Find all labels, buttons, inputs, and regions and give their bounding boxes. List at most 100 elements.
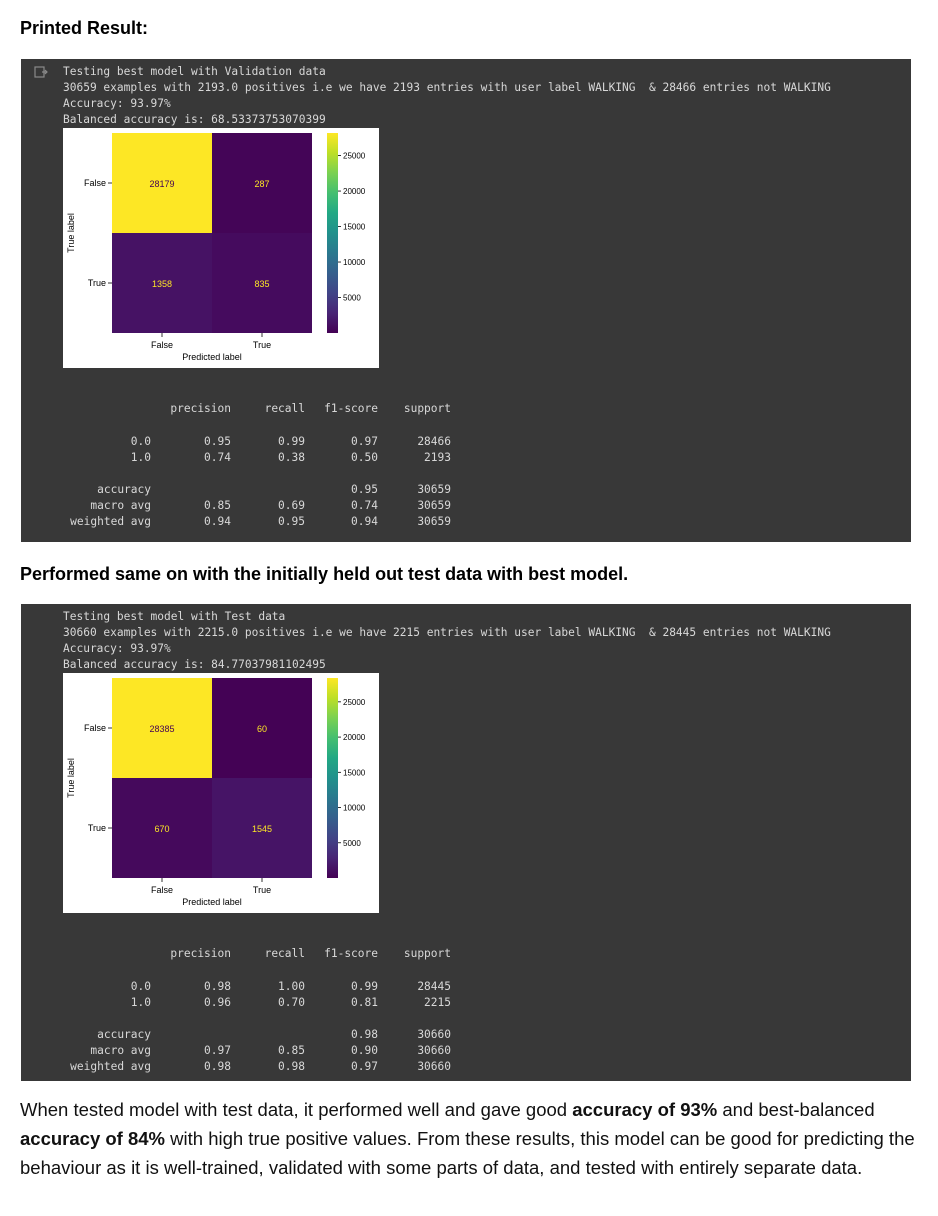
validation-cm-cbar-tick-label-0: 25000 <box>343 152 366 161</box>
test-log-line-4: Balanced accuracy is: 84.77037981102495 <box>63 658 326 671</box>
validation-report-summary-0-label: accuracy <box>97 483 151 496</box>
test-cm-ytick-label-1: True <box>88 823 106 833</box>
printed-result-heading: Printed Result: <box>20 18 149 38</box>
test-cm-xlabel: Predicted label <box>182 897 242 907</box>
test-report-row-0-support: 28445 <box>417 980 451 993</box>
validation-cm-cell-r1c1 <box>212 233 312 333</box>
test-cm-ylabel: True label <box>66 758 76 798</box>
validation-report-row-0-recall: 0.99 <box>278 435 305 448</box>
validation-log-line-4: Balanced accuracy is: 68.53373753070399 <box>63 113 326 126</box>
test-report-summary-2-support: 30660 <box>417 1060 451 1073</box>
performed-same-heading: Performed same on with the initially hel… <box>20 564 629 584</box>
validation-report-row-0-f1: 0.97 <box>351 435 378 448</box>
validation-cm-ylabel: True label <box>66 213 76 253</box>
validation-report-row-1-support: 2193 <box>424 451 451 464</box>
validation-cm-xlabel: Predicted label <box>182 352 242 362</box>
test-cm-cell-r0c0 <box>112 678 212 778</box>
validation-report-summary-0-support: 30659 <box>417 483 451 496</box>
test-report-row-0-label: 0.0 <box>130 980 151 993</box>
test-report-header-3: support <box>403 947 451 960</box>
conclusion-text-1: When tested model with test data, it per… <box>20 1099 573 1120</box>
test-report-summary-2-precision: 0.98 <box>204 1060 231 1073</box>
validation-report-row-1-f1: 0.50 <box>351 451 378 464</box>
validation-cm-cell-label-r1c0: 1358 <box>152 279 172 289</box>
test-cm-colorbar <box>327 678 338 878</box>
test-cm-cbar-tick-label-3: 10000 <box>343 804 366 813</box>
validation-report-summary-1-f1: 0.74 <box>351 499 378 512</box>
validation-cm-ytick-label-1: True <box>88 278 106 288</box>
test-cm-cbar-tick-label-1: 20000 <box>343 733 366 742</box>
test-confusion-matrix-svg: 28385 60 670 1545 False True False True Predicte… <box>66 678 366 907</box>
test-log-line-2: 30660 examples with 2215.0 positives i.e… <box>63 626 831 639</box>
test-report-summary-1-support: 30660 <box>417 1044 451 1057</box>
test-log-line-1: Testing best model with Test data <box>63 610 286 623</box>
conclusion-paragraph: When tested model with test data, it per… <box>20 1095 920 1182</box>
validation-log-line-3: Accuracy: 93.97% <box>63 97 171 110</box>
validation-cm-colorbar <box>327 133 338 333</box>
test-report-header-1: recall <box>264 947 305 960</box>
test-report-summary-0-support: 30660 <box>417 1028 451 1041</box>
test-output-panel: Testing best model with Test data 30660 … <box>21 604 911 1081</box>
test-report-row-1-recall: 0.70 <box>278 996 305 1009</box>
test-report-summary-1-recall: 0.85 <box>278 1044 305 1057</box>
test-cm-xtick-label-0: False <box>151 885 173 895</box>
conclusion-text-2: and best-balanced <box>717 1099 875 1120</box>
test-report-summary-1-precision: 0.97 <box>204 1044 231 1057</box>
test-report-row-1-label: 1.0 <box>130 996 151 1009</box>
test-cm-xtick-label-1: True <box>253 885 271 895</box>
validation-cm-cell-r1c0 <box>112 233 212 333</box>
validation-report-header-3: support <box>403 402 451 415</box>
test-cm-cbar-tick-label-0: 25000 <box>343 698 366 707</box>
validation-report-summary-2-precision: 0.94 <box>204 515 231 528</box>
validation-report-summary-2-support: 30659 <box>417 515 451 528</box>
test-report-summary-0-f1: 0.98 <box>351 1028 378 1041</box>
validation-cm-ytick-label-0: False <box>84 178 106 188</box>
validation-report-header-1: recall <box>264 402 305 415</box>
test-report-row-1-f1: 0.81 <box>351 996 378 1009</box>
validation-report-header-0: precision <box>170 402 231 415</box>
test-cm-cell-r1c0 <box>112 778 212 878</box>
test-cm-cbar-tick-label-4: 5000 <box>343 839 361 848</box>
validation-report-summary-2-label: weighted avg <box>70 515 151 528</box>
validation-report-row-0-label: 0.0 <box>130 435 151 448</box>
test-cm-cell-label-r0c0: 28385 <box>149 724 174 734</box>
test-cm-cbar-tick-label-2: 15000 <box>343 768 366 777</box>
test-cm-cell-r0c1 <box>212 678 312 778</box>
test-cm-cell-r1c1 <box>212 778 312 878</box>
test-report-row-0-precision: 0.98 <box>204 980 231 993</box>
validation-report-row-0-precision: 0.95 <box>204 435 231 448</box>
test-classification-report: precision recall f1-score support 0.0 0.98 1.0… <box>63 946 503 1081</box>
test-report-summary-2-f1: 0.97 <box>351 1060 378 1073</box>
validation-report-row-1-label: 1.0 <box>130 451 151 464</box>
validation-report-header-2: f1-score <box>324 402 378 415</box>
conclusion-text-3: with high true positive values. From the… <box>20 1128 915 1178</box>
validation-cm-cell-r0c0 <box>112 133 212 233</box>
test-cm-cell-label-r0c1: 60 <box>257 724 267 734</box>
validation-cm-cell-r0c1 <box>212 133 312 233</box>
validation-report-summary-1-label: macro avg <box>90 499 151 512</box>
test-log-line-3: Accuracy: 93.97% <box>63 642 171 655</box>
test-cm-ytick-label-0: False <box>84 723 106 733</box>
validation-report-row-0-support: 28466 <box>417 435 451 448</box>
validation-report-summary-1-support: 30659 <box>417 499 451 512</box>
test-report-header-2: f1-score <box>324 947 378 960</box>
validation-report-summary-1-precision: 0.85 <box>204 499 231 512</box>
conclusion-accuracy-highlight: accuracy of 93% <box>572 1099 718 1120</box>
output-toggle-icon[interactable] <box>34 65 48 79</box>
validation-report-row-1-recall: 0.38 <box>278 451 305 464</box>
validation-cm-cbar-tick-label-4: 5000 <box>343 294 361 303</box>
test-cm-cell-label-r1c0: 670 <box>154 824 169 834</box>
validation-cm-cell-label-r1c1: 835 <box>254 279 269 289</box>
test-report-header-0: precision <box>170 947 231 960</box>
test-report-summary-2-recall: 0.98 <box>278 1060 305 1073</box>
validation-log-line-1: Testing best model with Validation data <box>63 65 326 78</box>
validation-report-summary-2-f1: 0.94 <box>351 515 378 528</box>
validation-cm-cell-label-r0c1: 287 <box>254 179 269 189</box>
test-report-summary-2-label: weighted avg <box>70 1060 151 1073</box>
validation-cm-cbar-tick-label-1: 20000 <box>343 187 366 196</box>
test-report-summary-1-f1: 0.90 <box>351 1044 378 1057</box>
validation-report-summary-1-recall: 0.69 <box>278 499 305 512</box>
validation-cm-cell-label-r0c0: 28179 <box>149 179 174 189</box>
validation-confusion-matrix-svg: 28179 287 1358 835 False True False True Predict… <box>66 133 366 362</box>
validation-cm-xtick-label-1: True <box>253 340 271 350</box>
